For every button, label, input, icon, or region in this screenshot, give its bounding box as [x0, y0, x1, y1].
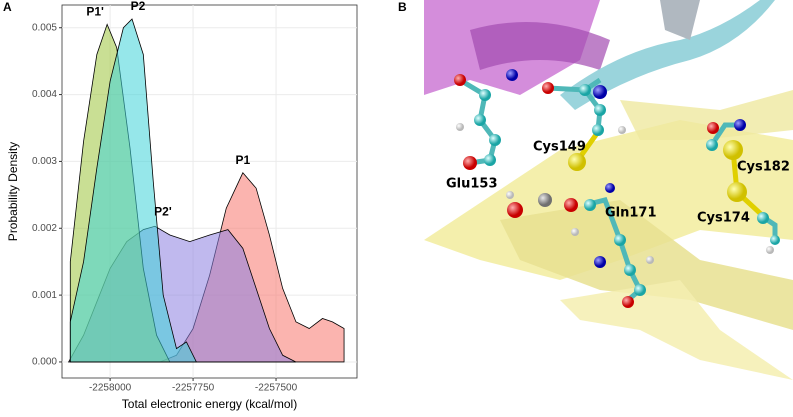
y-tick-label: 0.004 [32, 89, 57, 100]
y-tick-label: 0.003 [32, 156, 57, 167]
panel-label: A [3, 0, 12, 14]
atoms [454, 69, 780, 308]
residue-label: Cys149 [533, 140, 586, 155]
peak-label: P1 [236, 153, 251, 167]
y-tick-label: 0.000 [32, 357, 57, 368]
peak-label: P2' [154, 204, 172, 218]
coil-tube [660, 0, 700, 40]
helix-ribbon [470, 22, 610, 70]
x-tick-label: -2258000 [89, 383, 132, 394]
beta-sheet [620, 90, 793, 140]
residue-label: Cys182 [737, 160, 790, 175]
panel-label: B [398, 0, 407, 14]
coil-tube [560, 0, 775, 110]
beta-sheet [560, 280, 793, 380]
residue-label: Cys174 [697, 211, 750, 226]
density-area [69, 18, 198, 363]
y-axis-title: Probability Density [6, 142, 20, 241]
y-tick-label: 0.005 [32, 22, 57, 33]
residue-label: Glu153 [446, 177, 498, 192]
residue-label: Gln171 [605, 206, 657, 221]
y-tick-label: 0.002 [32, 223, 57, 234]
molecular-structure: B Cys149 Glu153 Gln171 Cys182 Cys174 [398, 0, 793, 417]
density-chart: 0.000 0.001 0.002 0.003 0.004 0.005 -2258000 -2… [6, 0, 358, 411]
peak-label: P1' [86, 5, 104, 19]
x-tick-label: -2257750 [172, 383, 215, 394]
x-axis-title: Total electronic energy (kcal/mol) [122, 397, 297, 411]
peak-label: P2 [131, 0, 146, 13]
y-tick-label: 0.001 [32, 290, 57, 301]
x-tick-label: -2257500 [255, 383, 298, 394]
